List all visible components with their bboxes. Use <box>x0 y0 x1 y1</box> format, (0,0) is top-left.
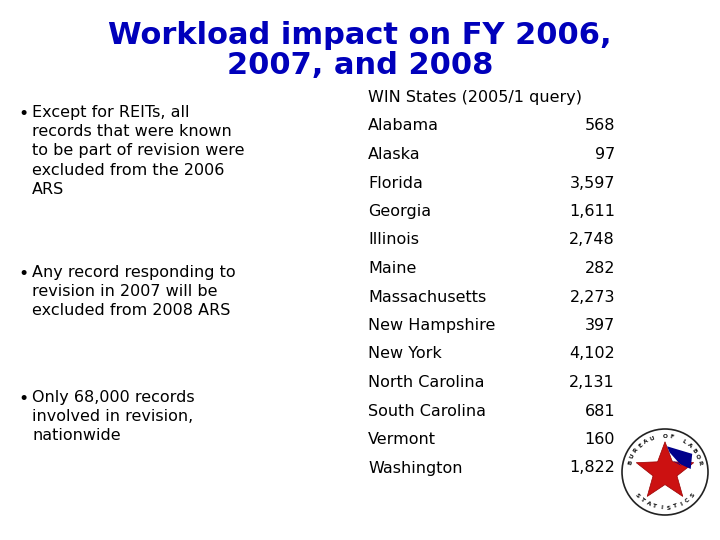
Polygon shape <box>667 446 692 469</box>
Text: 681: 681 <box>585 403 615 418</box>
Text: Maine: Maine <box>368 261 416 276</box>
Text: 2,748: 2,748 <box>570 233 615 247</box>
Text: 2007, and 2008: 2007, and 2008 <box>227 51 493 79</box>
Text: T: T <box>652 503 657 509</box>
Text: Massachusetts: Massachusetts <box>368 289 486 305</box>
Text: Illinois: Illinois <box>368 233 419 247</box>
Text: WIN States (2005/1 query): WIN States (2005/1 query) <box>368 90 582 105</box>
Text: U: U <box>629 453 636 460</box>
Text: 3,597: 3,597 <box>570 176 615 191</box>
Text: •: • <box>18 105 28 123</box>
Text: T: T <box>639 497 646 503</box>
Polygon shape <box>636 442 694 496</box>
Text: 2,273: 2,273 <box>570 289 615 305</box>
Text: North Carolina: North Carolina <box>368 375 485 390</box>
Text: S: S <box>634 492 641 498</box>
Text: Alabama: Alabama <box>368 118 439 133</box>
Text: I: I <box>660 505 663 510</box>
Text: Workload impact on FY 2006,: Workload impact on FY 2006, <box>108 21 612 50</box>
Text: Any record responding to
revision in 2007 will be
excluded from 2008 ARS: Any record responding to revision in 200… <box>32 265 235 319</box>
Text: O: O <box>662 434 667 438</box>
Text: •: • <box>18 390 28 408</box>
Text: L: L <box>681 438 687 444</box>
Text: S: S <box>666 505 671 510</box>
Text: Washington: Washington <box>368 461 462 476</box>
Text: A: A <box>686 442 693 449</box>
Text: Except for REITs, all
records that were known
to be part of revision were
exclud: Except for REITs, all records that were … <box>32 105 245 197</box>
Text: A: A <box>645 501 652 507</box>
Text: New York: New York <box>368 347 442 361</box>
Text: 97: 97 <box>595 147 615 162</box>
Text: 2,131: 2,131 <box>570 375 615 390</box>
Text: 568: 568 <box>585 118 615 133</box>
Text: New Hampshire: New Hampshire <box>368 318 495 333</box>
Text: B: B <box>690 447 697 454</box>
Text: 282: 282 <box>585 261 615 276</box>
Text: 1,611: 1,611 <box>569 204 615 219</box>
Text: R: R <box>633 447 639 454</box>
Text: F: F <box>670 434 674 440</box>
Text: Florida: Florida <box>368 176 423 191</box>
Text: S: S <box>689 492 696 498</box>
Text: 4,102: 4,102 <box>570 347 615 361</box>
Text: South Carolina: South Carolina <box>368 403 486 418</box>
Text: E: E <box>637 442 644 449</box>
Text: O: O <box>694 453 701 460</box>
Text: •: • <box>18 265 28 283</box>
Text: 397: 397 <box>585 318 615 333</box>
Text: B: B <box>627 460 633 465</box>
Text: I: I <box>680 501 684 507</box>
Text: Georgia: Georgia <box>368 204 431 219</box>
Text: Alaska: Alaska <box>368 147 420 162</box>
Text: R: R <box>697 460 703 465</box>
Text: A: A <box>643 438 649 445</box>
Text: T: T <box>672 503 678 509</box>
Text: C: C <box>685 497 690 503</box>
Text: Vermont: Vermont <box>368 432 436 447</box>
Text: 1,822: 1,822 <box>569 461 615 476</box>
Circle shape <box>621 428 709 516</box>
Text: 160: 160 <box>585 432 615 447</box>
Text: U: U <box>649 435 655 442</box>
Text: Only 68,000 records
involved in revision,
nationwide: Only 68,000 records involved in revision… <box>32 390 194 443</box>
